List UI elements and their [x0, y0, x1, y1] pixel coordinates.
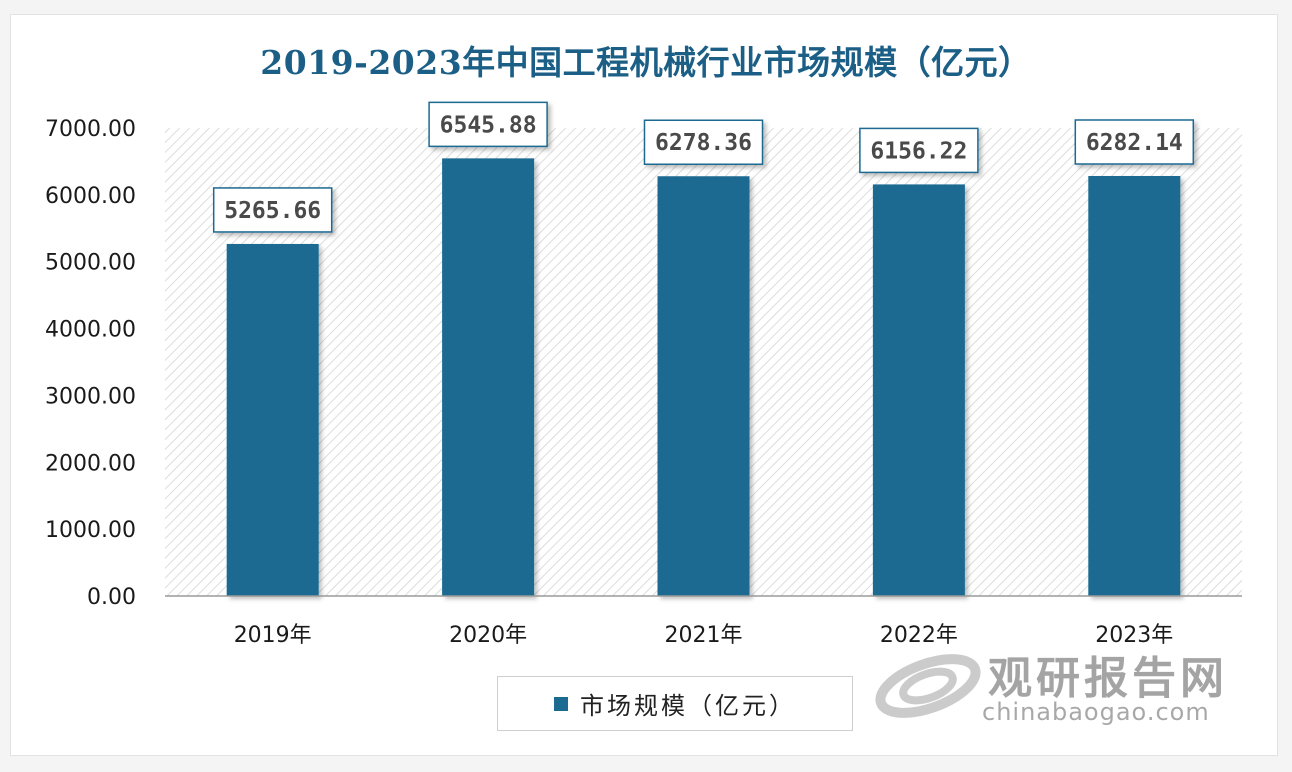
- data-label-box: [1074, 119, 1195, 165]
- chart-title: 2019-2023年中国工程机械行业市场规模（亿元）: [260, 43, 1032, 82]
- bar: [657, 176, 750, 596]
- watermark-name: 观研报告网: [988, 653, 1228, 704]
- data-label: 6282.14: [1086, 130, 1183, 156]
- bar: [872, 184, 965, 596]
- x-tick-label: 2019年: [234, 623, 312, 648]
- y-tick-label: 5000.00: [45, 251, 136, 276]
- data-label-box: [212, 187, 333, 233]
- data-label: 6278.36: [655, 130, 752, 156]
- data-label-box: [859, 127, 979, 174]
- watermark: 观研报告网 chinabaogao.com: [868, 636, 1258, 736]
- bar: [1088, 175, 1181, 596]
- x-tick-label: 2023年: [1095, 623, 1173, 648]
- legend-label: 市场规模（亿元）: [580, 692, 796, 720]
- data-label: 6545.88: [440, 112, 537, 138]
- data-label: 5265.66: [224, 198, 321, 224]
- legend-swatch: [554, 696, 568, 711]
- y-tick-label: 7000.00: [45, 117, 136, 142]
- y-tick-label: 2000.00: [45, 451, 136, 476]
- x-tick-label: 2020年: [449, 623, 527, 648]
- data-label-box: [428, 101, 548, 148]
- legend: 市场规模（亿元）: [497, 676, 853, 731]
- x-tick-label: 2021年: [665, 623, 743, 648]
- y-tick-label: 0.00: [87, 585, 136, 610]
- x-tick-label: 2022年: [880, 623, 958, 648]
- y-tick-label: 4000.00: [45, 318, 136, 343]
- y-tick-label: 3000.00: [45, 384, 136, 409]
- bar: [226, 243, 319, 597]
- data-label: 6156.22: [870, 138, 967, 164]
- data-label-box: [643, 119, 764, 165]
- y-tick-label: 1000.00: [45, 518, 136, 543]
- y-tick-label: 6000.00: [45, 184, 136, 209]
- watermark-logo-icon: [875, 654, 981, 718]
- watermark-url: chinabaogao.com: [982, 698, 1210, 726]
- bar: [442, 158, 535, 597]
